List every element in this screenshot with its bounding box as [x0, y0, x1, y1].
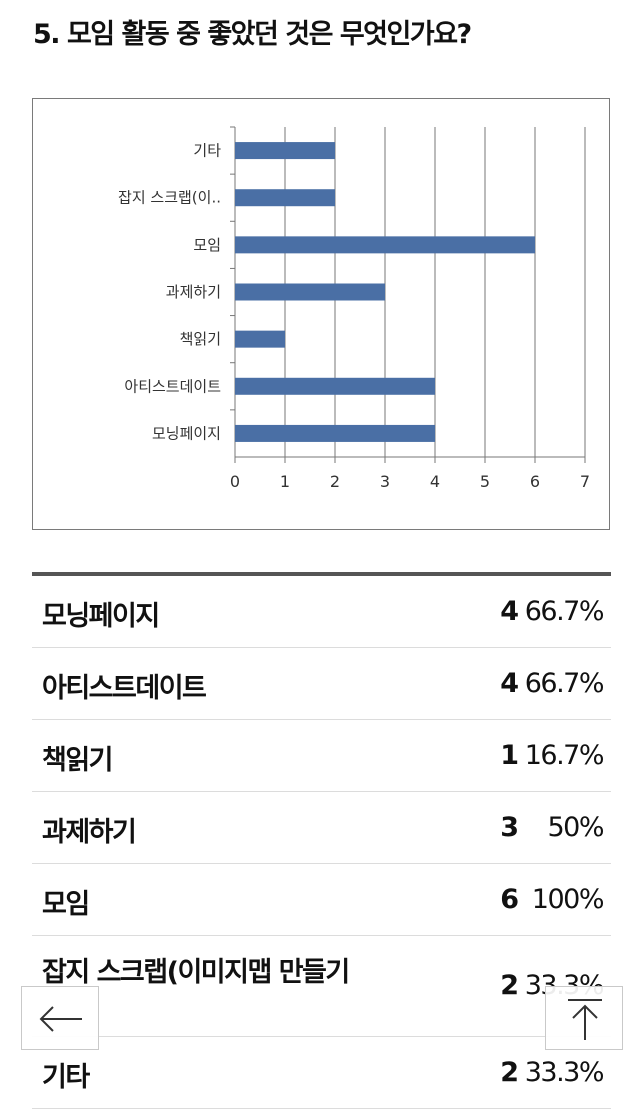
row-percent: 100% — [531, 884, 605, 915]
y-tick-label: 모닝페이지 — [152, 424, 221, 442]
bar — [235, 283, 385, 301]
back-button[interactable] — [21, 986, 99, 1050]
arrow-left-icon — [39, 1006, 82, 1032]
row-percent: 66.7% — [524, 668, 605, 699]
x-tick-label: 0 — [230, 472, 240, 491]
row-label: 아티스트데이트 — [42, 673, 207, 704]
question-title: 5. 모임 활동 중 좋았던 것은 무엇인가요? — [33, 19, 472, 50]
scroll-top-button[interactable] — [545, 986, 623, 1050]
y-tick-label: 과제하기 — [166, 283, 221, 301]
table-row: 기타 2 33.3% — [32, 1037, 611, 1109]
row-count: 3 — [500, 812, 519, 843]
x-tick-label: 4 — [430, 472, 440, 491]
row-label: 모임 — [42, 889, 90, 920]
row-count: 2 — [500, 970, 519, 1001]
row-label: 기타 — [42, 1062, 90, 1093]
bar — [235, 377, 435, 395]
row-count: 4 — [500, 596, 519, 627]
row-percent: 33.3% — [524, 1057, 605, 1088]
x-tick-label: 5 — [480, 472, 490, 491]
y-tick-label: 기타 — [193, 142, 221, 160]
y-tick-label: 잡지 스크랩(이.. — [118, 189, 221, 207]
row-percent: 50% — [547, 812, 604, 843]
x-tick-label: 7 — [580, 472, 590, 491]
bar — [235, 189, 335, 207]
x-tick-label: 3 — [380, 472, 390, 491]
x-tick-label: 6 — [530, 472, 540, 491]
results-table: 모닝페이지 4 66.7% 아티스트데이트 4 66.7% 책읽기 1 16.7… — [32, 572, 611, 1109]
arrow-up-to-top-icon — [568, 999, 602, 1040]
y-tick-label: 모임 — [193, 236, 221, 254]
bar — [235, 236, 535, 254]
bar — [235, 142, 335, 160]
row-label: 과제하기 — [42, 817, 137, 848]
table-row: 모임 6 100% — [32, 864, 611, 936]
bar — [235, 424, 435, 442]
row-label: 책읽기 — [42, 745, 114, 776]
row-count: 6 — [500, 884, 519, 915]
bar — [235, 330, 285, 348]
x-tick-label: 1 — [280, 472, 290, 491]
table-row: 책읽기 1 16.7% — [32, 720, 611, 792]
row-percent: 16.7% — [524, 740, 605, 771]
y-tick-label: 책읽기 — [180, 330, 221, 348]
y-tick-label: 아티스트데이트 — [124, 377, 221, 395]
table-row: 잡지 스크랩(이미지맵 만들기 2 33.3% — [32, 936, 611, 1037]
table-row: 아티스트데이트 4 66.7% — [32, 648, 611, 720]
row-label: 잡지 스크랩(이미지맵 만들기 — [42, 957, 350, 988]
row-label: 모닝페이지 — [42, 601, 160, 632]
x-tick-label: 2 — [330, 472, 340, 491]
row-count: 1 — [500, 740, 519, 771]
table-row: 과제하기 3 50% — [32, 792, 611, 864]
table-row: 모닝페이지 4 66.7% — [32, 576, 611, 648]
row-percent: 66.7% — [524, 596, 605, 627]
row-count: 4 — [500, 668, 519, 699]
